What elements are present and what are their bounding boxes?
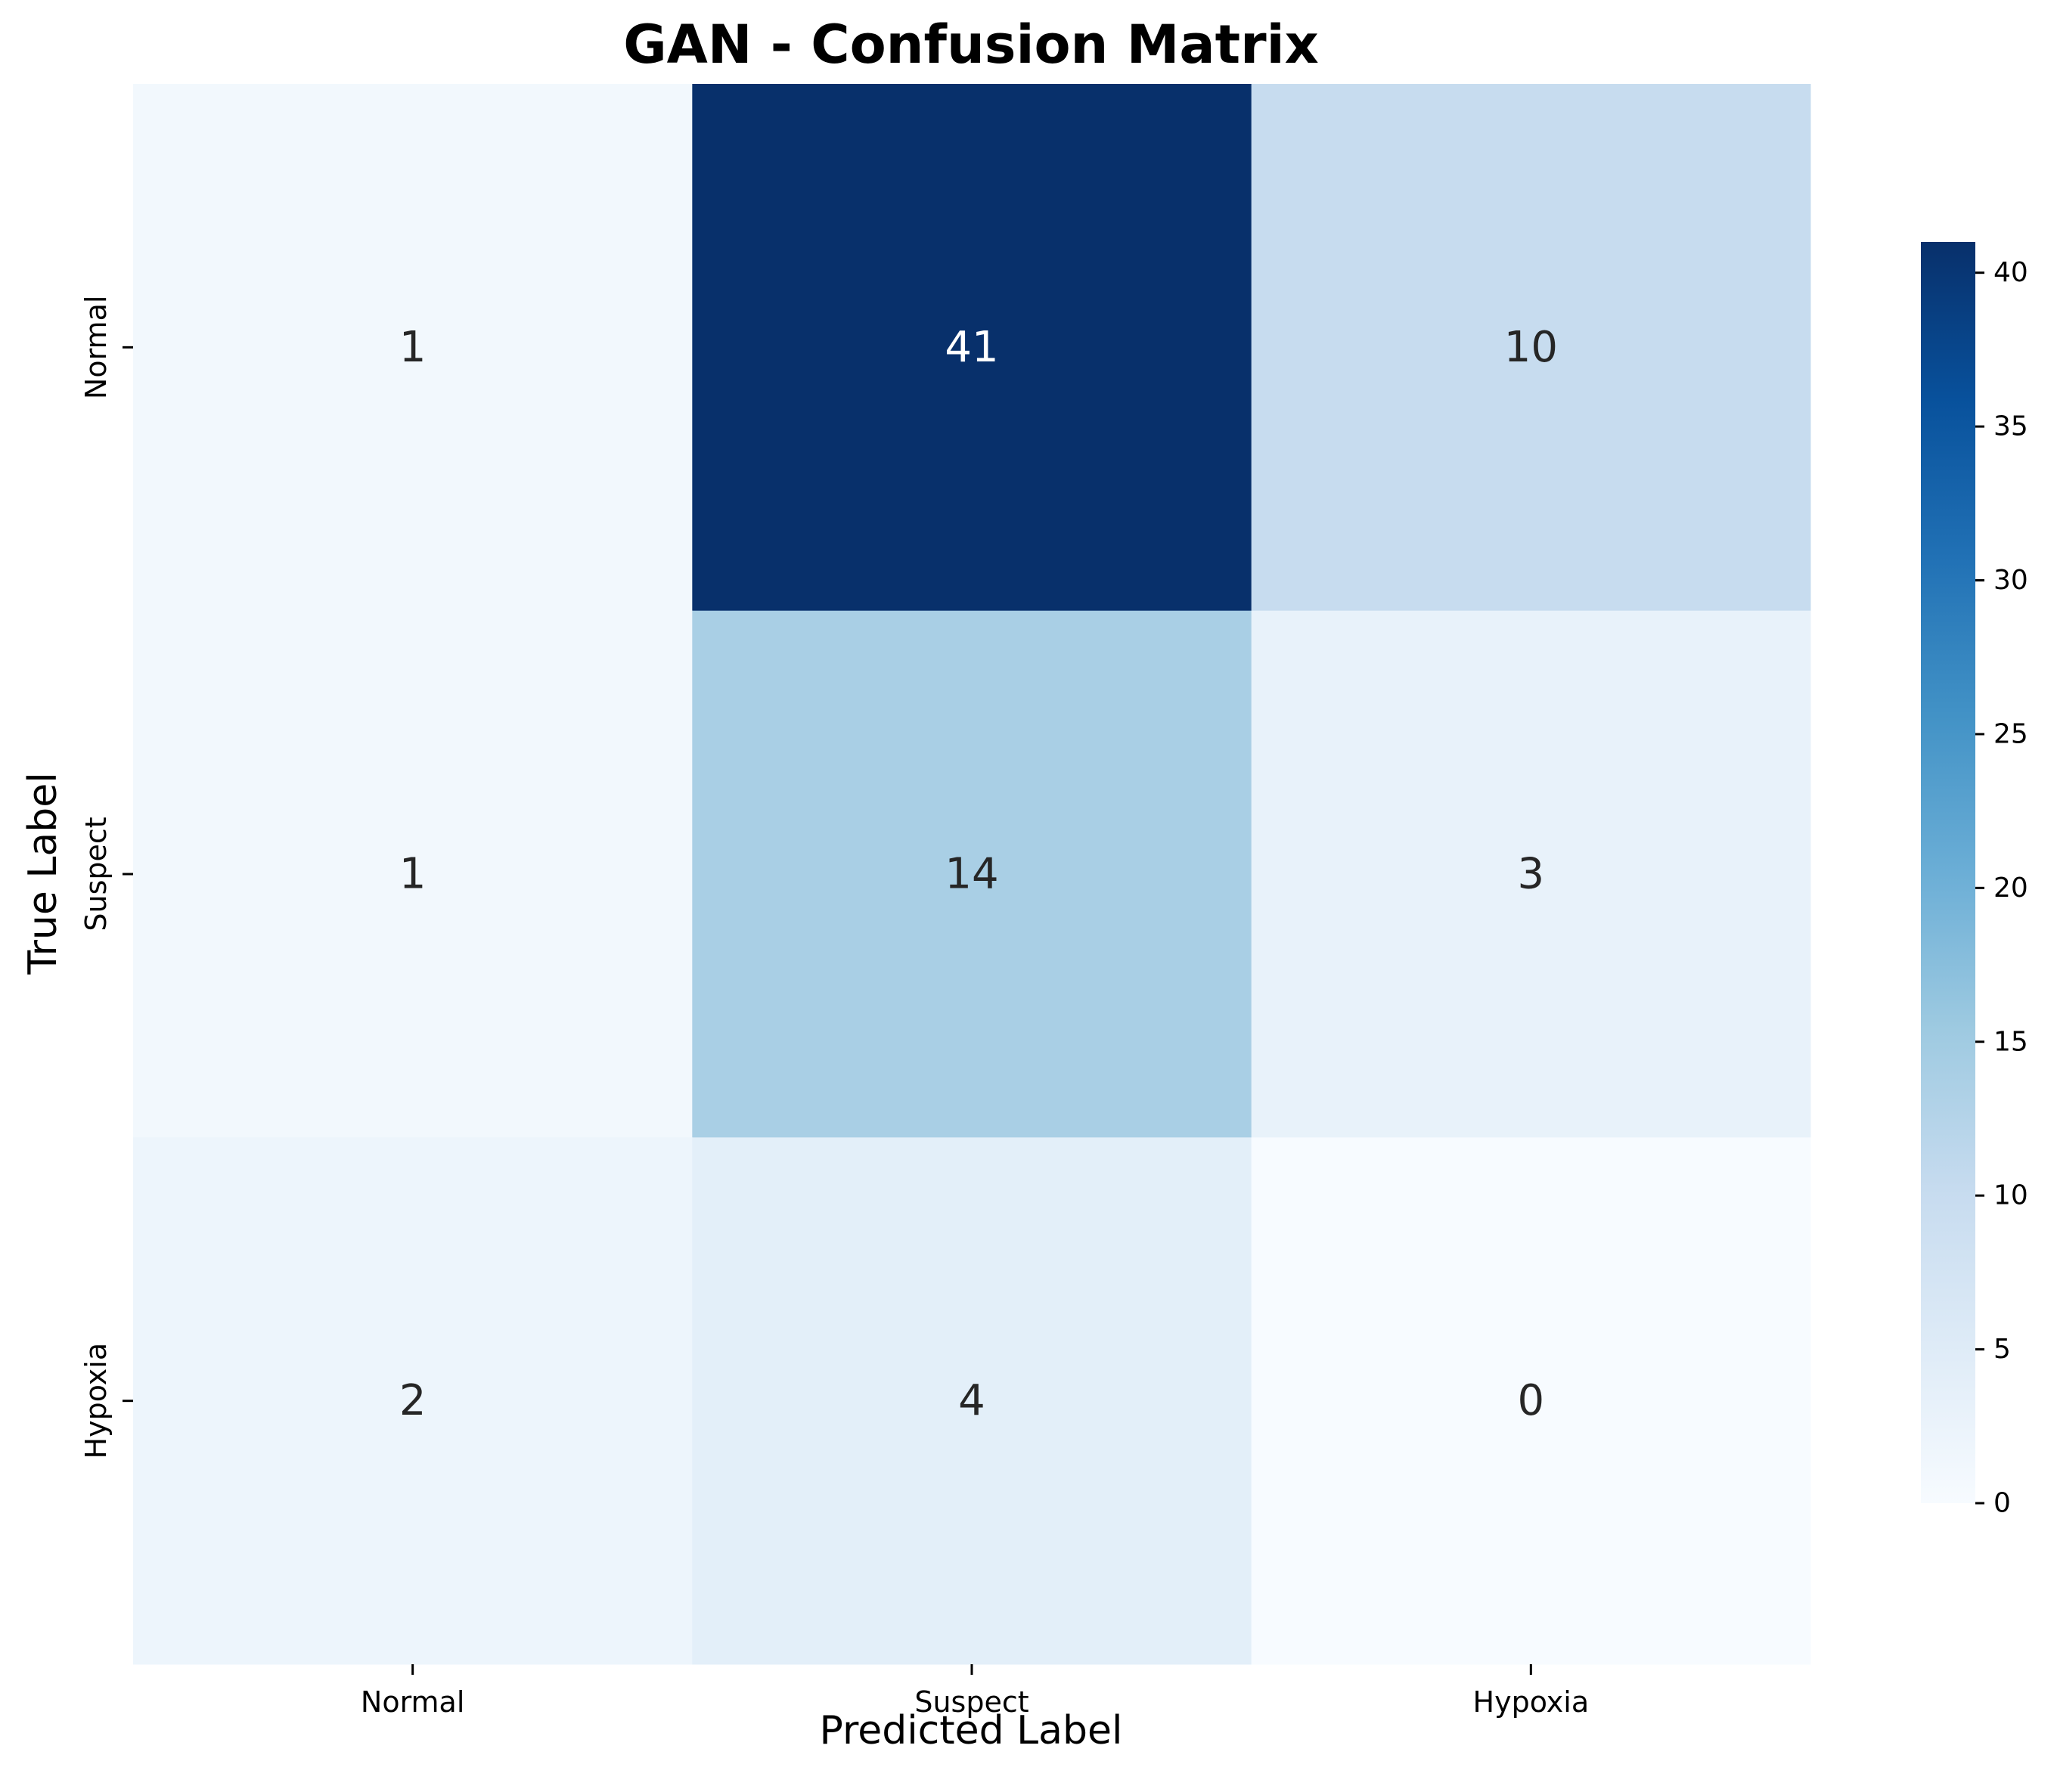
heatmap-cell: [133, 1137, 693, 1665]
cell-value: 2: [399, 1376, 427, 1425]
colorbar-tick-label: 15: [1993, 1026, 2028, 1057]
cell-value: 14: [945, 850, 998, 899]
colorbar-tick-label: 25: [1993, 718, 2028, 749]
chart-title: GAN - Confusion Matrix: [623, 14, 1319, 76]
colorbar: [1921, 242, 1975, 1503]
heatmap-cell: [1251, 610, 1811, 1138]
y-tick-label: Suspect: [79, 817, 113, 931]
cell-value: 41: [945, 323, 998, 372]
cell-value: 4: [958, 1376, 985, 1425]
y-axis-label: True Label: [20, 772, 66, 975]
colorbar-tick-label: 10: [1993, 1180, 2028, 1211]
x-axis-ticks: Normal Suspect Hypoxia: [361, 1664, 1589, 1719]
colorbar-tick-label: 30: [1993, 565, 2028, 596]
colorbar-tick-label: 0: [1993, 1488, 2011, 1519]
cell-value: 3: [1518, 850, 1545, 899]
colorbar-tick-label: 35: [1993, 411, 2028, 442]
y-tick-label: Normal: [79, 296, 113, 400]
cell-value: 10: [1504, 323, 1558, 372]
cell-value: 1: [399, 850, 427, 899]
x-axis-label: Predicted Label: [820, 1708, 1123, 1753]
heatmap-cell: [133, 84, 693, 612]
heatmap-cell: [133, 610, 693, 1138]
x-tick-label: Normal: [361, 1685, 465, 1719]
y-tick-label: Hypoxia: [79, 1343, 113, 1459]
heatmap-annotations: 1 41 10 1 14 3 2 4 0: [399, 323, 1558, 1425]
heatmap-cell: [692, 84, 1252, 612]
colorbar-tick-label: 40: [1993, 257, 2028, 288]
cell-value: 0: [1518, 1376, 1545, 1425]
heatmap-cell: [692, 610, 1252, 1138]
heatmap-cell: [1251, 1137, 1811, 1665]
heatmap-cell: [1251, 84, 1811, 612]
cell-value: 1: [399, 323, 427, 372]
x-tick-label: Suspect: [914, 1685, 1028, 1719]
colorbar-tick-label: 5: [1993, 1334, 2011, 1365]
colorbar-ticks: 0 5 10 15 20 25 30 35 40: [1975, 257, 2028, 1519]
x-tick-label: Hypoxia: [1473, 1685, 1590, 1719]
y-axis-ticks: Normal Suspect Hypoxia: [79, 296, 133, 1459]
colorbar-tick-label: 20: [1993, 873, 2028, 904]
heatmap-cells: [133, 84, 1811, 1665]
heatmap-cell: [692, 1137, 1252, 1665]
